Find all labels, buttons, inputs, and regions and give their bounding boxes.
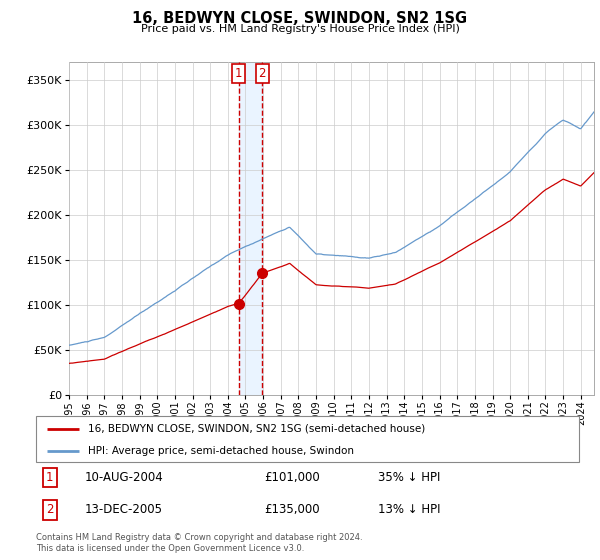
Text: 13-DEC-2005: 13-DEC-2005: [85, 503, 163, 516]
Text: Contains HM Land Registry data © Crown copyright and database right 2024.
This d: Contains HM Land Registry data © Crown c…: [36, 533, 362, 553]
FancyBboxPatch shape: [36, 416, 579, 462]
Bar: [239, 62, 262, 395]
Text: 1: 1: [46, 471, 53, 484]
Text: 10-AUG-2004: 10-AUG-2004: [85, 471, 164, 484]
Text: £135,000: £135,000: [264, 503, 320, 516]
Text: 1: 1: [235, 67, 242, 80]
Text: HPI: Average price, semi-detached house, Swindon: HPI: Average price, semi-detached house,…: [88, 446, 353, 455]
Text: 16, BEDWYN CLOSE, SWINDON, SN2 1SG (semi-detached house): 16, BEDWYN CLOSE, SWINDON, SN2 1SG (semi…: [88, 424, 425, 434]
Text: 16, BEDWYN CLOSE, SWINDON, SN2 1SG: 16, BEDWYN CLOSE, SWINDON, SN2 1SG: [133, 11, 467, 26]
Text: 2: 2: [259, 67, 266, 80]
Text: £101,000: £101,000: [264, 471, 320, 484]
Text: 35% ↓ HPI: 35% ↓ HPI: [378, 471, 440, 484]
Text: 13% ↓ HPI: 13% ↓ HPI: [378, 503, 440, 516]
Text: Price paid vs. HM Land Registry's House Price Index (HPI): Price paid vs. HM Land Registry's House …: [140, 24, 460, 34]
Text: 2: 2: [46, 503, 53, 516]
